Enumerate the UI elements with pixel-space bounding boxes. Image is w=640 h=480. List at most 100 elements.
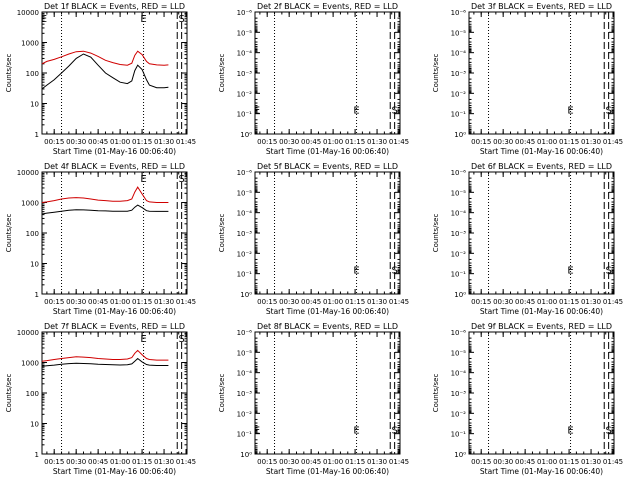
y-tick-label: 10⁻⁴ (237, 370, 253, 378)
y-tick-label: 10000 (17, 329, 39, 337)
y-tick-label: 10⁻⁶ (237, 169, 253, 177)
x-tick-label: 00:15 (44, 298, 64, 306)
y-axis-label: Counts/sec (432, 54, 440, 93)
detector-panel-9: Det 9f BLACK = Events, RED = LLD Counts/s… (432, 322, 623, 476)
y-tick-label: 10⁻⁵ (237, 29, 253, 37)
y-tick-label: 10⁻⁶ (451, 169, 467, 177)
encounter-marker: E (254, 425, 260, 436)
lld-series-line (41, 186, 169, 203)
y-tick-label: 1000 (21, 360, 39, 368)
encounter-marker: E (353, 265, 359, 276)
lld-series-line (41, 50, 169, 66)
y-tick-label: 10⁻¹ (451, 271, 467, 279)
y-tick-label: 10⁻⁴ (237, 50, 253, 58)
x-axis-label: Start Time (01-May-16 00:06:40) (266, 147, 389, 156)
plot-frame (254, 171, 401, 295)
x-tick-label: 01:15 (345, 138, 365, 146)
x-tick-label: 01:00 (537, 458, 557, 466)
x-tick-label: 00:45 (515, 458, 535, 466)
x-tick-label: 01:00 (537, 138, 557, 146)
plot-frame (468, 171, 615, 295)
y-tick-label: 10⁻¹ (237, 431, 253, 439)
x-tick-label: 00:30 (279, 298, 299, 306)
x-tick-label: 01:15 (559, 298, 579, 306)
y-tick-label: 10⁰ (454, 131, 466, 139)
x-tick-label: 00:30 (279, 138, 299, 146)
y-tick-label: 1 (35, 291, 39, 299)
x-tick-label: 01:45 (603, 138, 623, 146)
y-tick-label: 10⁻⁴ (451, 50, 467, 58)
y-tick-label: 10⁻⁵ (237, 349, 253, 357)
x-tick-label: 01:15 (132, 458, 152, 466)
x-tick-label: 01:30 (367, 138, 387, 146)
plot-frame (468, 331, 615, 455)
y-tick-label: 10⁻⁵ (451, 29, 467, 37)
detector-panel-3: Det 3f BLACK = Events, RED = LLD Counts/s… (432, 2, 623, 156)
x-tick-label: 01:00 (323, 138, 343, 146)
x-axis-label: Start Time (01-May-16 00:06:40) (480, 147, 603, 156)
y-tick-label: 1000 (21, 40, 39, 48)
x-tick-label: 01:30 (154, 298, 174, 306)
y-tick-label: 10⁻⁶ (451, 329, 467, 337)
x-tick-label: 01:00 (110, 138, 130, 146)
x-tick-label: 00:45 (301, 298, 321, 306)
y-tick-label: 100 (26, 70, 39, 78)
x-tick-label: 01:30 (154, 138, 174, 146)
x-tick-label: 01:00 (110, 458, 130, 466)
x-tick-label: 00:30 (66, 138, 86, 146)
encounter-marker: E (567, 105, 573, 116)
encounter-marker: E (41, 14, 47, 25)
x-tick-label: 01:15 (345, 458, 365, 466)
detector-panel-8: Det 8f BLACK = Events, RED = LLD Counts/s… (218, 322, 409, 476)
y-tick-label: 10⁰ (240, 451, 252, 459)
plot-frame (468, 11, 615, 135)
lld-series-line (41, 349, 169, 362)
y-axis-label: Counts/sec (5, 374, 13, 413)
encounter-marker: E (140, 174, 146, 185)
x-tick-label: 00:45 (88, 458, 108, 466)
x-tick-label: 00:30 (493, 138, 513, 146)
saa-marker: S (605, 265, 611, 276)
y-tick-label: 10⁻⁴ (451, 370, 467, 378)
x-tick-label: 00:30 (66, 458, 86, 466)
x-tick-label: 00:30 (66, 298, 86, 306)
x-axis-label: Start Time (01-May-16 00:06:40) (53, 307, 176, 316)
y-tick-label: 10⁻² (237, 410, 253, 418)
x-tick-label: 01:15 (559, 458, 579, 466)
x-tick-label: 01:00 (323, 458, 343, 466)
saa-marker: S (178, 174, 184, 185)
x-tick-label: 00:30 (493, 458, 513, 466)
y-tick-label: 1 (35, 131, 39, 139)
panel-title: Det 3f BLACK = Events, RED = LLD (471, 2, 612, 11)
y-tick-label: 10⁻³ (451, 70, 467, 78)
y-tick-label: 10⁻⁴ (451, 210, 467, 218)
x-tick-label: 00:15 (44, 458, 64, 466)
x-axis-label: Start Time (01-May-16 00:06:40) (53, 147, 176, 156)
detector-panel-7: Det 7f BLACK = Events, RED = LLD Counts/s… (5, 322, 196, 476)
x-axis-label: Start Time (01-May-16 00:06:40) (480, 467, 603, 476)
y-tick-label: 10⁻³ (237, 390, 253, 398)
y-tick-label: 10000 (17, 169, 39, 177)
y-tick-label: 10⁻⁵ (451, 189, 467, 197)
y-tick-label: 100 (26, 390, 39, 398)
y-tick-label: 10⁻³ (451, 390, 467, 398)
events-series-line (41, 53, 169, 90)
panel-title: Det 4f BLACK = Events, RED = LLD (44, 162, 185, 171)
panel-title: Det 8f BLACK = Events, RED = LLD (257, 322, 398, 331)
y-tick-label: 10⁻² (451, 250, 467, 258)
encounter-marker: E (353, 425, 359, 436)
saa-marker: S (605, 425, 611, 436)
y-tick-label: 1000 (21, 200, 39, 208)
y-axis-label: Counts/sec (218, 54, 226, 93)
encounter-marker: E (353, 105, 359, 116)
x-tick-label: 01:45 (389, 138, 409, 146)
x-tick-label: 01:45 (603, 458, 623, 466)
y-axis-label: Counts/sec (432, 374, 440, 413)
x-tick-label: 00:15 (257, 458, 277, 466)
saa-marker: S (391, 265, 397, 276)
panel-title: Det 1f BLACK = Events, RED = LLD (44, 2, 185, 11)
y-tick-label: 1 (35, 451, 39, 459)
plot-frame (41, 171, 188, 295)
plot-frame (41, 331, 188, 455)
